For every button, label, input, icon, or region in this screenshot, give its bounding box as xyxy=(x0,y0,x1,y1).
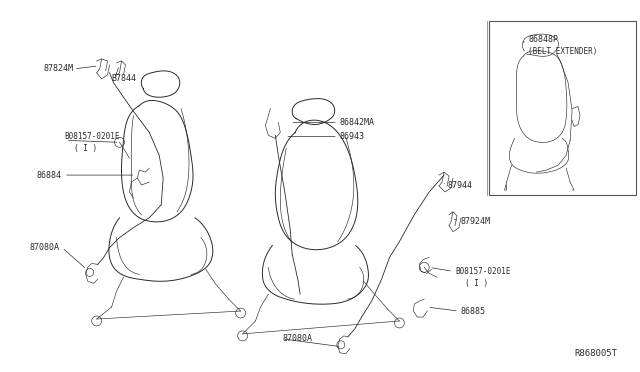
Text: ( I ): ( I ) xyxy=(74,144,97,153)
Text: 86842MA: 86842MA xyxy=(340,118,375,127)
Text: 86884: 86884 xyxy=(37,171,62,180)
Text: 86885: 86885 xyxy=(461,307,486,315)
Text: 87080A: 87080A xyxy=(282,334,312,343)
Text: 86848P: 86848P xyxy=(529,35,559,44)
Text: B7844: B7844 xyxy=(111,74,136,83)
Text: 86943: 86943 xyxy=(340,132,365,141)
Text: B08157-0201E: B08157-0201E xyxy=(455,267,511,276)
Text: ( I ): ( I ) xyxy=(465,279,488,288)
Text: R868005T: R868005T xyxy=(575,349,618,358)
Text: (BELT EXTENDER): (BELT EXTENDER) xyxy=(529,46,598,55)
Text: B08157-0201E: B08157-0201E xyxy=(64,132,120,141)
Text: 87944: 87944 xyxy=(447,180,472,189)
Bar xyxy=(489,21,636,195)
Text: 87080A: 87080A xyxy=(30,243,60,252)
Text: 87824M: 87824M xyxy=(44,64,74,73)
Text: 87924M: 87924M xyxy=(461,217,491,226)
